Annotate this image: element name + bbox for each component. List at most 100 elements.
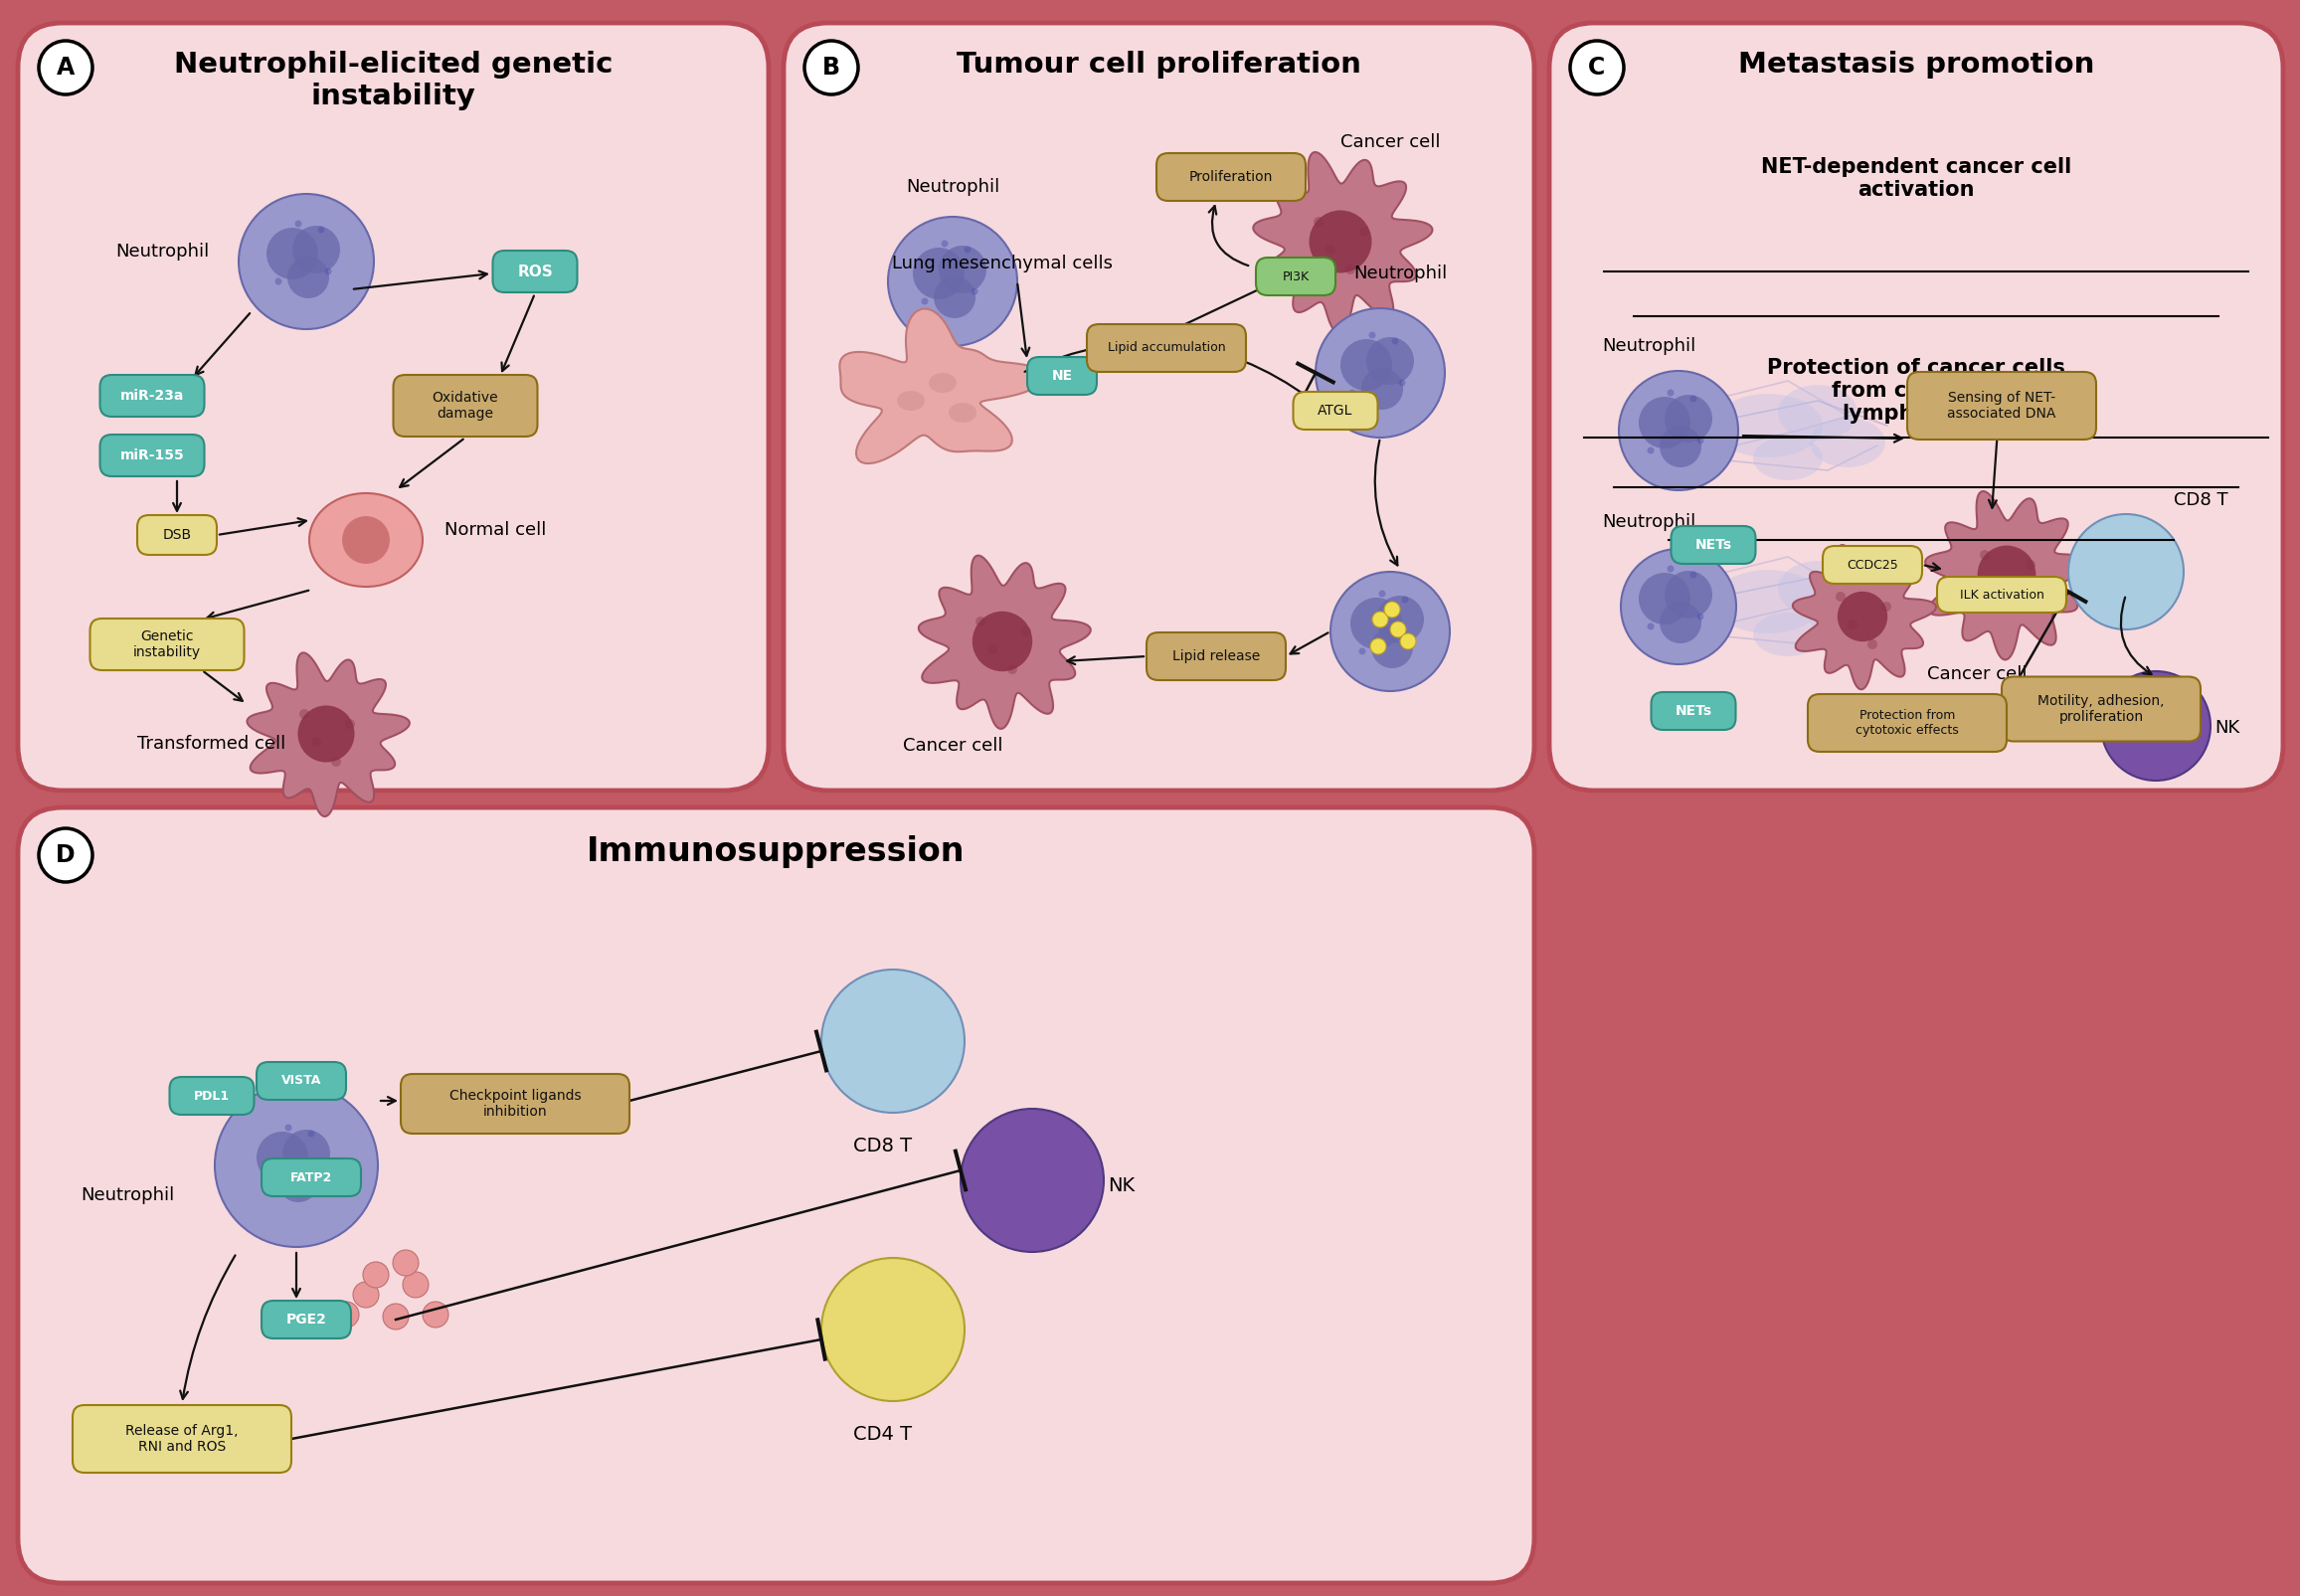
Circle shape	[214, 1084, 377, 1246]
Text: NE: NE	[1051, 369, 1072, 383]
Text: Transformed cell: Transformed cell	[138, 734, 285, 753]
Circle shape	[1368, 332, 1375, 338]
Text: Sensing of NET-
associated DNA: Sensing of NET- associated DNA	[1948, 391, 2056, 421]
FancyBboxPatch shape	[1293, 391, 1378, 429]
Circle shape	[1668, 389, 1674, 396]
Text: DSB: DSB	[163, 528, 191, 543]
FancyBboxPatch shape	[393, 375, 538, 437]
FancyBboxPatch shape	[1145, 632, 1286, 680]
Circle shape	[941, 239, 948, 247]
Text: D: D	[55, 843, 76, 867]
Text: NETs: NETs	[1695, 538, 1732, 552]
Circle shape	[264, 1181, 271, 1189]
Ellipse shape	[308, 493, 423, 587]
Circle shape	[288, 257, 329, 298]
FancyBboxPatch shape	[1028, 358, 1097, 394]
Circle shape	[1697, 437, 1704, 444]
Text: Oxidative
damage: Oxidative damage	[432, 391, 499, 421]
Circle shape	[821, 1258, 964, 1401]
Circle shape	[294, 220, 301, 227]
Text: Normal cell: Normal cell	[444, 520, 545, 539]
Text: Motility, adhesion,
proliferation: Motility, adhesion, proliferation	[2038, 694, 2164, 725]
FancyBboxPatch shape	[1822, 546, 1923, 584]
Circle shape	[1647, 622, 1654, 630]
FancyBboxPatch shape	[1808, 694, 2006, 752]
Circle shape	[39, 828, 92, 883]
FancyBboxPatch shape	[170, 1077, 253, 1114]
Text: Neutrophil: Neutrophil	[115, 243, 209, 260]
Polygon shape	[1254, 152, 1433, 332]
Circle shape	[285, 1124, 292, 1132]
Circle shape	[334, 1302, 359, 1328]
Circle shape	[1313, 217, 1322, 227]
Circle shape	[299, 709, 308, 718]
Text: A: A	[58, 56, 74, 80]
Text: Lung mesenchymal cells: Lung mesenchymal cells	[892, 255, 1113, 273]
Circle shape	[1992, 578, 2001, 587]
Circle shape	[987, 645, 998, 654]
Text: Neutrophil: Neutrophil	[81, 1186, 175, 1205]
FancyBboxPatch shape	[99, 434, 205, 476]
Circle shape	[363, 1262, 389, 1288]
Circle shape	[1401, 634, 1417, 650]
Text: PDL1: PDL1	[193, 1090, 230, 1103]
Polygon shape	[246, 653, 409, 817]
FancyBboxPatch shape	[99, 375, 205, 417]
Circle shape	[1690, 396, 1697, 402]
Text: Release of Arg1,
RNI and ROS: Release of Arg1, RNI and ROS	[126, 1424, 239, 1454]
Circle shape	[1371, 638, 1387, 654]
FancyBboxPatch shape	[74, 1404, 292, 1473]
Circle shape	[1835, 592, 1845, 602]
Ellipse shape	[929, 373, 957, 393]
Text: ILK activation: ILK activation	[1960, 589, 2045, 602]
Text: NETs: NETs	[1674, 704, 1711, 718]
Text: Genetic
instability: Genetic instability	[133, 629, 200, 659]
Circle shape	[297, 705, 354, 763]
Text: Lipid release: Lipid release	[1173, 650, 1260, 664]
Text: Protection of cancer cells
from cytotoxic
lymphocytes: Protection of cancer cells from cytotoxi…	[1766, 358, 2065, 425]
Circle shape	[1665, 394, 1711, 442]
Text: CCDC25: CCDC25	[1847, 559, 1898, 571]
Circle shape	[1668, 565, 1674, 573]
Circle shape	[1021, 627, 1030, 637]
Circle shape	[1385, 602, 1401, 618]
Text: Neutrophil-elicited genetic
instability: Neutrophil-elicited genetic instability	[175, 51, 612, 110]
Circle shape	[971, 287, 978, 295]
Circle shape	[2102, 672, 2210, 780]
FancyBboxPatch shape	[1550, 22, 2284, 790]
Polygon shape	[840, 308, 1044, 463]
Text: PGE2: PGE2	[285, 1312, 327, 1326]
FancyBboxPatch shape	[1157, 153, 1306, 201]
Circle shape	[1398, 380, 1405, 386]
Circle shape	[1346, 265, 1355, 275]
Ellipse shape	[1714, 394, 1822, 458]
Circle shape	[1362, 369, 1403, 410]
Circle shape	[345, 718, 354, 729]
Text: Lipid accumulation: Lipid accumulation	[1106, 342, 1226, 354]
Text: Neutrophil: Neutrophil	[906, 179, 1000, 196]
Text: C: C	[1589, 56, 1605, 80]
FancyBboxPatch shape	[138, 516, 216, 555]
Circle shape	[1408, 638, 1415, 645]
Circle shape	[308, 1130, 315, 1136]
Circle shape	[1622, 549, 1736, 664]
Text: CD8 T: CD8 T	[2174, 492, 2229, 509]
Circle shape	[1619, 370, 1739, 490]
FancyBboxPatch shape	[492, 251, 577, 292]
Text: miR-23a: miR-23a	[120, 389, 184, 402]
Ellipse shape	[897, 391, 925, 410]
Circle shape	[1389, 621, 1405, 637]
Circle shape	[913, 247, 964, 300]
Text: NK: NK	[1109, 1176, 1136, 1195]
FancyBboxPatch shape	[1088, 324, 1247, 372]
Circle shape	[1350, 597, 1403, 650]
Ellipse shape	[1753, 613, 1822, 656]
Circle shape	[267, 228, 317, 279]
Text: B: B	[823, 56, 840, 80]
Text: miR-155: miR-155	[120, 448, 184, 463]
Circle shape	[239, 193, 375, 329]
Circle shape	[1665, 571, 1711, 619]
Circle shape	[2068, 514, 2183, 629]
Circle shape	[922, 298, 929, 305]
Circle shape	[1868, 640, 1877, 650]
